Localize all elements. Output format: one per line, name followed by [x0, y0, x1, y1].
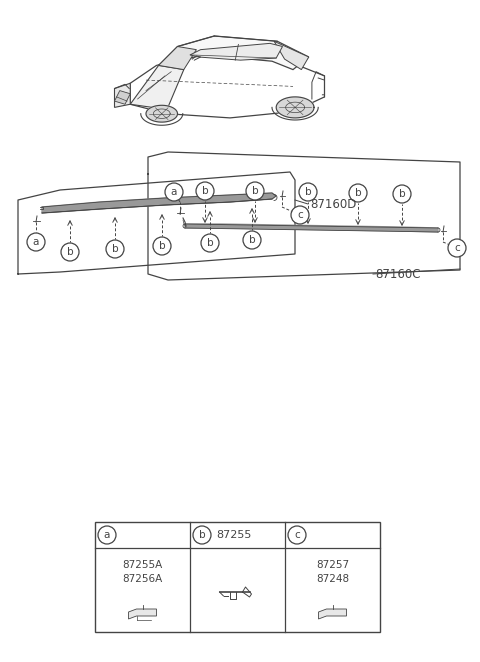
Circle shape [393, 185, 411, 203]
Circle shape [193, 526, 211, 544]
Polygon shape [158, 46, 196, 70]
Polygon shape [115, 83, 130, 107]
Text: b: b [399, 189, 405, 199]
Circle shape [246, 182, 264, 200]
Circle shape [27, 233, 45, 251]
Text: b: b [207, 238, 213, 248]
Circle shape [448, 239, 466, 257]
Text: b: b [199, 530, 205, 540]
Text: 87160D: 87160D [310, 197, 356, 211]
Circle shape [291, 206, 309, 224]
Circle shape [98, 526, 116, 544]
Text: b: b [252, 186, 258, 196]
Bar [95, 522, 380, 632]
Text: a: a [104, 530, 110, 540]
Text: c: c [454, 243, 460, 253]
Polygon shape [276, 97, 314, 118]
Text: b: b [355, 188, 361, 198]
Polygon shape [158, 36, 309, 70]
Circle shape [201, 234, 219, 252]
Polygon shape [148, 152, 460, 280]
Polygon shape [319, 609, 347, 619]
Text: b: b [67, 247, 73, 257]
Polygon shape [115, 91, 130, 104]
Text: 87160C: 87160C [375, 267, 420, 281]
Circle shape [299, 183, 317, 201]
Polygon shape [274, 41, 309, 70]
Circle shape [196, 182, 214, 200]
Text: 87255: 87255 [216, 530, 252, 540]
Circle shape [288, 526, 306, 544]
Text: c: c [297, 210, 303, 220]
Text: b: b [249, 235, 255, 245]
Text: b: b [305, 187, 312, 197]
Polygon shape [18, 172, 295, 274]
Polygon shape [42, 193, 276, 213]
Circle shape [165, 183, 183, 201]
Circle shape [349, 184, 367, 202]
Polygon shape [130, 66, 184, 109]
Polygon shape [129, 609, 156, 619]
Text: b: b [159, 241, 165, 251]
Text: 87257
87248: 87257 87248 [316, 559, 349, 583]
Polygon shape [146, 105, 178, 122]
Polygon shape [185, 224, 438, 232]
Text: a: a [171, 187, 177, 197]
Text: 87255A
87256A: 87255A 87256A [122, 559, 163, 583]
Circle shape [61, 243, 79, 261]
Polygon shape [130, 55, 324, 118]
Text: b: b [112, 244, 118, 254]
Text: a: a [33, 237, 39, 247]
Circle shape [153, 237, 171, 255]
Circle shape [106, 240, 124, 258]
Polygon shape [190, 43, 283, 60]
Text: b: b [202, 186, 208, 196]
Circle shape [243, 231, 261, 249]
Text: c: c [294, 530, 300, 540]
